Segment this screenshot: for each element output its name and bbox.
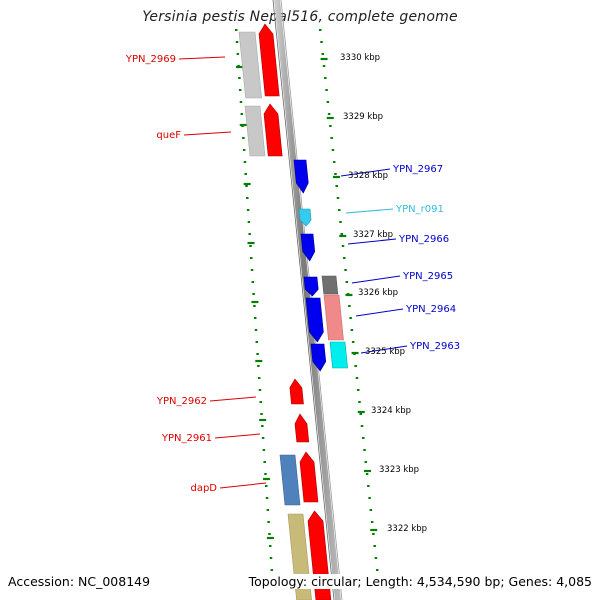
gene-arrow-ypn-2965 [303, 276, 319, 297]
gene-arrow-dapd [299, 451, 319, 503]
gene-arrow-ypn-2963 [310, 343, 327, 372]
gene-label-ypn-2961[interactable]: YPN_2961 [161, 433, 212, 444]
callout-line [340, 168, 391, 177]
gene-label-ypn-2967[interactable]: YPN_2967 [392, 164, 443, 175]
cog-block-quef [244, 105, 266, 157]
gene-labels-right: YPN_2967 YPN_r091 YPN_2966 YPN_2965 YPN_… [392, 164, 460, 352]
cog-block-ypn-2963 [329, 341, 348, 369]
callout-line [351, 275, 401, 284]
callout-line [219, 482, 267, 489]
gene-arrow-ypn-2961 [294, 413, 310, 443]
kbp-label: 3324 kbp [371, 406, 411, 416]
cog-block-ypn-2964 [323, 294, 344, 341]
genome-stats: Topology: circular; Length: 4,534,590 bp… [246, 574, 592, 589]
gene-arrow-quef [263, 103, 283, 157]
kbp-label: 3323 kbp [379, 465, 419, 475]
kbp-scale-labels: 3330 kbp 3329 kbp 3328 kbp 3327 kbp 3326… [340, 53, 427, 534]
label-callout-lines [178, 56, 408, 489]
gene-arrow-ypn-2962 [289, 378, 304, 405]
callout-line [178, 56, 226, 60]
kbp-label: 3325 kbp [365, 347, 405, 357]
gene-label-ypn-2963[interactable]: YPN_2963 [409, 341, 460, 352]
backbone-edge [272, 0, 335, 600]
kbp-label: 3328 kbp [348, 171, 388, 181]
cog-block-ypn-2965 [321, 275, 339, 295]
gene-label-ypn-2966[interactable]: YPN_2966 [398, 234, 449, 245]
gene-arrow-ypn-2964 [305, 297, 324, 343]
accession-label: Accession: NC_008149 [8, 574, 153, 589]
gene-label-ypn-2969[interactable]: YPN_2969 [125, 54, 176, 65]
kbp-label: 3330 kbp [340, 53, 380, 63]
cog-block-ypn-2969 [238, 31, 262, 99]
gene-label-ypn-2965[interactable]: YPN_2965 [402, 271, 453, 282]
cog-block-dapd [279, 454, 301, 506]
callout-line [347, 238, 397, 245]
gene-labels-left: YPN_2969 queF YPN_2962 YPN_2961 dapD [125, 54, 217, 494]
callout-line [360, 345, 408, 354]
kbp-label: 3322 kbp [387, 524, 427, 534]
genome-title: Yersinia pestis Nepal516, complete genom… [142, 9, 458, 25]
callout-line [209, 396, 257, 402]
kbp-label: 3326 kbp [358, 288, 398, 298]
gene-arrow-ypn-2967 [293, 159, 309, 194]
gene-arrow-ypn-2966 [300, 233, 316, 262]
gene-label-quef[interactable]: queF [156, 130, 181, 141]
gene-label-ypn-2962[interactable]: YPN_2962 [156, 396, 207, 407]
gene-arrow-ypn-2969 [258, 23, 280, 97]
callout-line [214, 433, 261, 439]
footer-bar: Accession: NC_008149 Topology: circular;… [8, 574, 592, 592]
kbp-label: 3327 kbp [353, 230, 393, 240]
gene-label-ypn-2964[interactable]: YPN_2964 [405, 304, 456, 315]
callout-line [345, 208, 394, 214]
tick-marks [235, 29, 379, 583]
callout-line [183, 131, 232, 136]
rna-arrow-ypn-r091 [298, 208, 312, 227]
gene-label-dapd[interactable]: dapD [190, 483, 217, 494]
gene-label-ypn-r091[interactable]: YPN_r091 [395, 204, 444, 215]
callout-line [355, 308, 404, 317]
kbp-label: 3329 kbp [343, 112, 383, 122]
